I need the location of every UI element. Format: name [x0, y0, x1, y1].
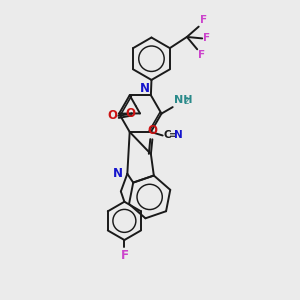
Text: N: N [140, 82, 149, 94]
Text: O: O [126, 107, 136, 120]
Text: N: N [174, 130, 183, 140]
Text: NH: NH [174, 95, 192, 105]
Text: 2: 2 [184, 97, 189, 106]
Text: O: O [107, 109, 117, 122]
Text: F: F [120, 249, 128, 262]
Text: N: N [113, 167, 123, 180]
Text: F: F [198, 50, 205, 61]
Text: C: C [164, 130, 171, 140]
Text: F: F [200, 16, 207, 26]
Text: F: F [203, 33, 210, 43]
Text: O: O [147, 124, 158, 137]
Text: ≡: ≡ [169, 130, 177, 140]
